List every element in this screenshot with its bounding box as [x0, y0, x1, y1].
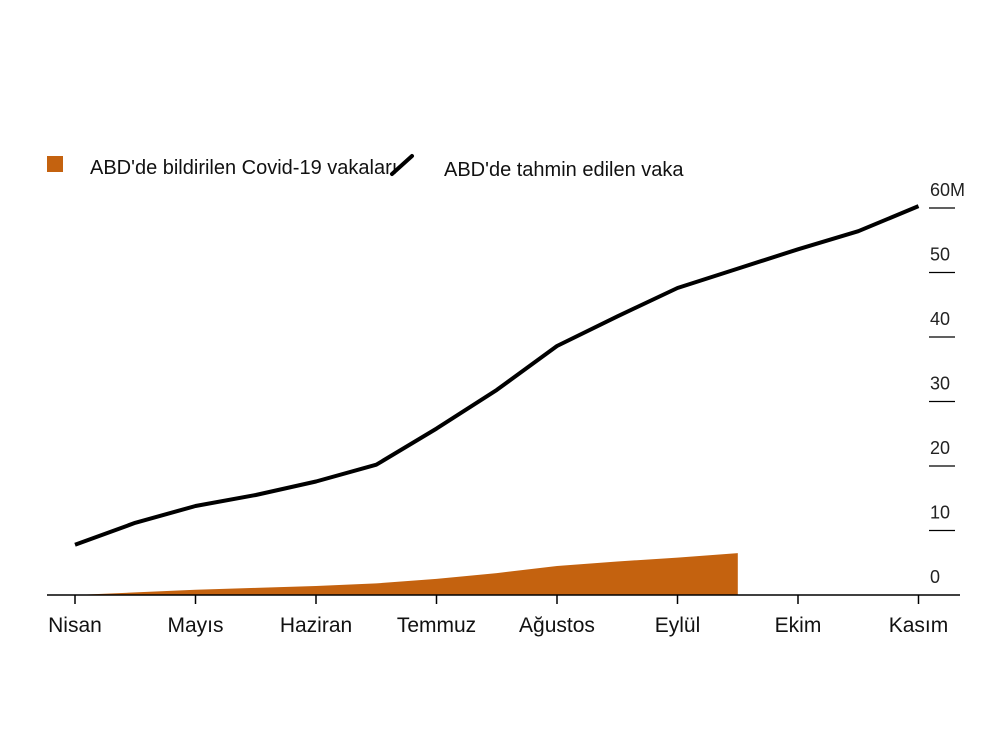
y-tick-label: 0 [930, 567, 940, 587]
x-tick-label: Nisan [48, 614, 102, 637]
legend-swatch-reported [47, 156, 63, 172]
x-tick-label: Eylül [655, 614, 701, 637]
x-tick-label: Mayıs [167, 614, 223, 637]
reported-cases-area [75, 553, 738, 595]
y-tick-label: 60M [930, 180, 965, 200]
legend: ABD'de bildirilen Covid-19 vakaları ABD'… [47, 154, 684, 181]
y-tick-label: 30 [930, 374, 950, 394]
y-axis: 0 10 20 30 40 50 60M [929, 180, 965, 587]
y-tick-label: 50 [930, 245, 950, 265]
y-tick-label: 40 [930, 309, 950, 329]
x-tick-label: Ekim [775, 614, 822, 637]
x-tick-label: Temmuz [397, 614, 476, 637]
x-tick-label: Haziran [280, 614, 352, 637]
y-tick-label: 10 [930, 503, 950, 523]
x-tick-label: Ağustos [519, 614, 595, 637]
legend-label-estimated: ABD'de tahmin edilen vaka [444, 159, 684, 181]
estimated-cases-line [74, 204, 920, 547]
legend-label-reported: ABD'de bildirilen Covid-19 vakaları [90, 157, 397, 179]
x-tick-label: Kasım [889, 614, 949, 637]
legend-swatch-estimated [390, 154, 414, 176]
x-axis: Nisan Mayıs Haziran Temmuz Ağustos Eylül Ekim K… [48, 595, 948, 637]
y-tick-label: 20 [930, 438, 950, 458]
